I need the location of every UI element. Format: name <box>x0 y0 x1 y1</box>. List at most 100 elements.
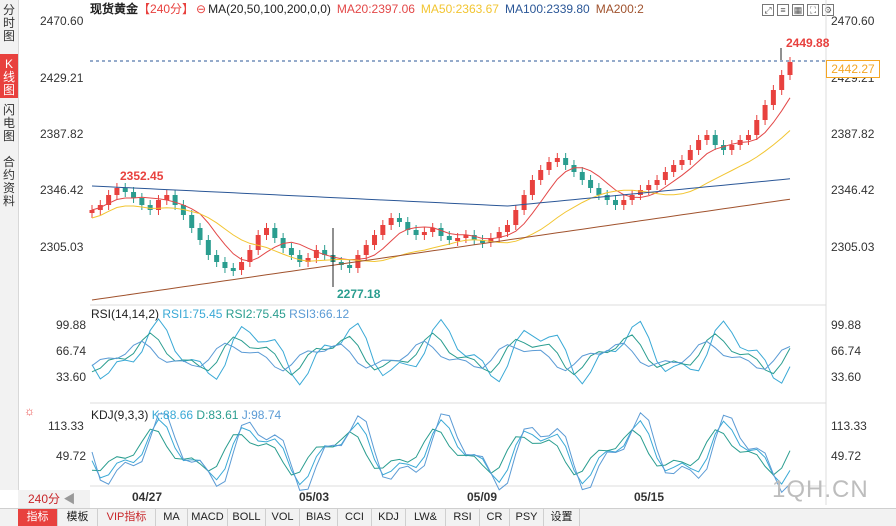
candle-body <box>513 210 519 225</box>
candle-body <box>654 180 660 185</box>
candle-body <box>122 188 128 192</box>
candle-body <box>745 135 751 140</box>
tab-psy[interactable]: PSY <box>510 509 544 526</box>
expand-icon[interactable]: ⤢ <box>762 4 774 16</box>
candle-body <box>272 228 278 238</box>
candle-body <box>305 258 311 262</box>
tab-ma[interactable]: MA <box>156 509 188 526</box>
candle-body <box>222 262 228 268</box>
kdj-j-line <box>91 411 791 494</box>
kdj-title: KDJ(9,3,3) <box>91 408 149 422</box>
ma20-value: MA20:2397.06 <box>336 2 415 16</box>
tab-flash[interactable]: 闪电图 <box>2 103 15 143</box>
candle-body <box>172 195 178 205</box>
period-label[interactable]: 【240分】 <box>138 2 195 16</box>
candle-body <box>546 162 552 170</box>
candle-body <box>446 236 452 240</box>
candle-body <box>430 228 436 232</box>
candle-body <box>106 195 112 205</box>
candle-body <box>787 62 793 75</box>
price-axis-label: 2387.82 <box>40 127 84 141</box>
tab-settings[interactable]: 设置 <box>544 509 580 526</box>
local-high-label: 2352.45 <box>120 169 164 183</box>
kdj-axis-label: 113.33 <box>831 419 867 433</box>
candle-body <box>313 250 319 258</box>
candle-body <box>762 105 768 120</box>
price-axis-label: 2346.42 <box>40 183 84 197</box>
rsi3-line <box>91 340 791 372</box>
rsi-axis-label: 33.60 <box>56 370 87 384</box>
indicator-toggle-icon[interactable]: ⊖ <box>196 2 207 16</box>
tab-timeshare[interactable]: 分时图 <box>2 3 15 43</box>
tab-macd[interactable]: MACD <box>188 509 228 526</box>
tab-vol[interactable]: VOL <box>266 509 300 526</box>
ma200-line <box>91 198 791 301</box>
high-price-label: 2449.88 <box>786 36 830 50</box>
kdj-d-value: D:83.61 <box>196 408 239 422</box>
ma100-line <box>91 178 791 207</box>
current-price-tag: 2442.27 <box>826 60 880 78</box>
tab-boll[interactable]: BOLL <box>228 509 266 526</box>
candle-body <box>554 158 560 162</box>
candle-body <box>754 120 760 135</box>
candle-body <box>322 250 328 255</box>
candle-body <box>239 262 245 270</box>
tab-cr[interactable]: CR <box>480 509 510 526</box>
candle-body <box>604 195 610 200</box>
tab-indicators[interactable]: 指标 <box>18 509 58 526</box>
candle-body <box>155 200 161 210</box>
price-axis-label: 2346.42 <box>831 183 875 197</box>
candle-body <box>521 195 527 210</box>
candle-body <box>455 238 461 241</box>
ma50-line <box>91 130 791 263</box>
tab-template[interactable]: 模板 <box>58 509 98 526</box>
rsi-axis-label: 99.88 <box>831 318 862 332</box>
kdj-settings-icon[interactable]: ☼ <box>24 404 35 418</box>
ma50-value: MA50:2363.67 <box>420 2 499 16</box>
candle-body <box>712 135 718 145</box>
kdj-legend: KDJ(9,3,3) K:88.66 D:83.61 J:98.74 <box>91 408 281 422</box>
candle-body <box>205 240 211 255</box>
candle-body <box>504 225 510 232</box>
period-dropdown-icon[interactable]: ◀ <box>63 492 76 506</box>
tab-rsi[interactable]: RSI <box>446 509 480 526</box>
price-axis-label: 2429.21 <box>40 71 84 85</box>
indicator-bar: 指标 模板 VIP指标 MA MACD BOLL VOL BIAS CCI KD… <box>0 508 896 526</box>
tab-kline[interactable]: K线图 <box>0 54 18 98</box>
candle-body <box>347 265 353 268</box>
settings-icon[interactable]: ⚙ <box>822 4 834 16</box>
kdj-axis-label: 113.33 <box>48 419 84 433</box>
candle-body <box>579 172 585 180</box>
rsi1-line <box>91 318 791 386</box>
rsi-title: RSI(14,14,2) <box>91 307 160 321</box>
tab-kdj[interactable]: KDJ <box>372 509 406 526</box>
tab-lwr[interactable]: LW& <box>406 509 446 526</box>
rsi3-value: RSI3:66.12 <box>289 307 350 321</box>
candle-body <box>770 90 776 105</box>
candle-body <box>729 145 735 150</box>
instrument-name: 现货黄金 <box>90 2 139 16</box>
period-selector[interactable]: 240分 ◀ <box>18 490 90 508</box>
candle-body <box>637 190 643 195</box>
rsi1-value: RSI1:75.45 <box>162 307 223 321</box>
price-axis-label: 2387.82 <box>831 127 875 141</box>
candle-body <box>131 192 137 198</box>
grid-icon[interactable]: ▦ <box>792 4 804 16</box>
candle-body <box>89 210 95 213</box>
tab-contract-info[interactable]: 合约资料 <box>2 155 15 208</box>
kdj-k-value: K:88.66 <box>151 408 194 422</box>
rsi2-line <box>91 332 791 376</box>
tab-vip-indicators[interactable]: VIP指标 <box>98 509 156 526</box>
price-axis-label: 2305.03 <box>40 240 84 254</box>
tab-cci[interactable]: CCI <box>338 509 372 526</box>
candle-body <box>596 188 602 195</box>
candle-body <box>147 205 153 210</box>
candle-body <box>571 165 577 172</box>
date-label: 05/09 <box>467 490 498 504</box>
candle-body <box>496 232 502 238</box>
fullscreen-icon[interactable]: ⛶ <box>807 4 819 16</box>
kdj-axis-label: 49.72 <box>831 449 862 463</box>
tab-bias[interactable]: BIAS <box>300 509 338 526</box>
menu-icon[interactable]: ≡ <box>777 4 789 16</box>
